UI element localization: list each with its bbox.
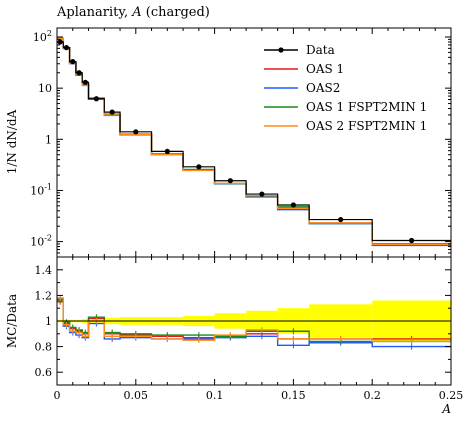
tick-label-exponent: -1 (44, 182, 52, 191)
main-y-tick-label: 10-1 (30, 182, 52, 197)
main-y-tick-label: 102 (33, 29, 52, 44)
x-tick-label: 0 (54, 389, 61, 402)
x-axis-ticks: 0 0.05 0.1 0.15 0.2 0.25 (54, 28, 464, 402)
data-point (133, 129, 139, 135)
legend-series-label: OAS 1 FSPT2MIN 1 (306, 100, 427, 114)
legend-data-label: Data (306, 43, 335, 57)
data-point (196, 164, 202, 170)
ratio-y-tick-label: 0.6 (35, 366, 53, 379)
ratio-series-line-2 (57, 299, 451, 343)
legend: Data OAS 1 OAS2 OAS 1 FSPT2MIN 1 OAS 2 FSPT2… (264, 43, 427, 133)
main-y-tick-label: 1 (45, 133, 52, 146)
main-series-line-3 (57, 37, 451, 246)
x-tick-label: 0.05 (124, 389, 149, 402)
data-point (63, 45, 70, 51)
main-series-line-0 (57, 38, 451, 245)
ratio-y-tick-label: 0.8 (35, 341, 53, 354)
tick-label-base: 10 (30, 236, 44, 249)
main-panel-frame (56, 27, 452, 258)
ratio-panel-ticks: 0.6 0.8 1 1.2 1.4 (35, 256, 451, 386)
data-point (164, 148, 170, 155)
data-point (57, 39, 63, 45)
data-point (259, 191, 265, 197)
x-tick-label: 0.15 (281, 389, 306, 402)
tick-label-base: 10 (33, 31, 47, 44)
main-y-axis-label: 1/N dN/dA (5, 109, 19, 174)
x-tick-label: 0.2 (363, 389, 381, 402)
chart-title-prefix: Aplanarity, (56, 5, 132, 20)
data-point (93, 96, 99, 102)
data-point (290, 202, 296, 208)
chart-title-variable: A (131, 5, 141, 20)
data-point (227, 178, 233, 184)
data-point (409, 237, 415, 244)
main-panel-data-points (57, 39, 451, 244)
x-axis-label: A (441, 402, 451, 416)
data-point (82, 79, 88, 85)
legend-series-label: OAS2 (306, 81, 340, 95)
legend-series-label: OAS 1 (306, 62, 344, 76)
x-tick-label: 0.25 (439, 389, 464, 402)
main-series-line-1 (57, 37, 451, 247)
legend-series-label: OAS 2 FSPT2MIN 1 (306, 119, 427, 133)
main-series-line-2 (57, 37, 451, 246)
data-point (76, 70, 82, 76)
legend-data-marker (278, 47, 284, 53)
chart-title-suffix: (charged) (142, 5, 210, 20)
data-point (70, 59, 76, 65)
ratio-y-tick-label: 1.4 (35, 264, 53, 277)
chart-title: Aplanarity, A (charged) (56, 5, 210, 20)
data-point (338, 216, 344, 223)
ratio-y-tick-label: 1 (45, 315, 52, 328)
tick-label-exponent: 2 (47, 29, 52, 38)
main-y-tick-label: 10-2 (30, 234, 52, 249)
x-tick-label: 0.1 (206, 389, 224, 402)
tick-label-exponent: -2 (44, 234, 52, 243)
data-step-line (57, 41, 451, 242)
ratio-series-line-1 (57, 298, 451, 348)
main-panel-series (57, 37, 451, 247)
main-y-tick-label: 10 (38, 82, 52, 95)
tick-label-base: 10 (30, 184, 44, 197)
ratio-y-tick-label: 1.2 (35, 289, 53, 302)
data-point (109, 109, 115, 115)
ratio-y-axis-label: MC/Data (5, 294, 19, 348)
ratio-panel-series (57, 294, 451, 350)
